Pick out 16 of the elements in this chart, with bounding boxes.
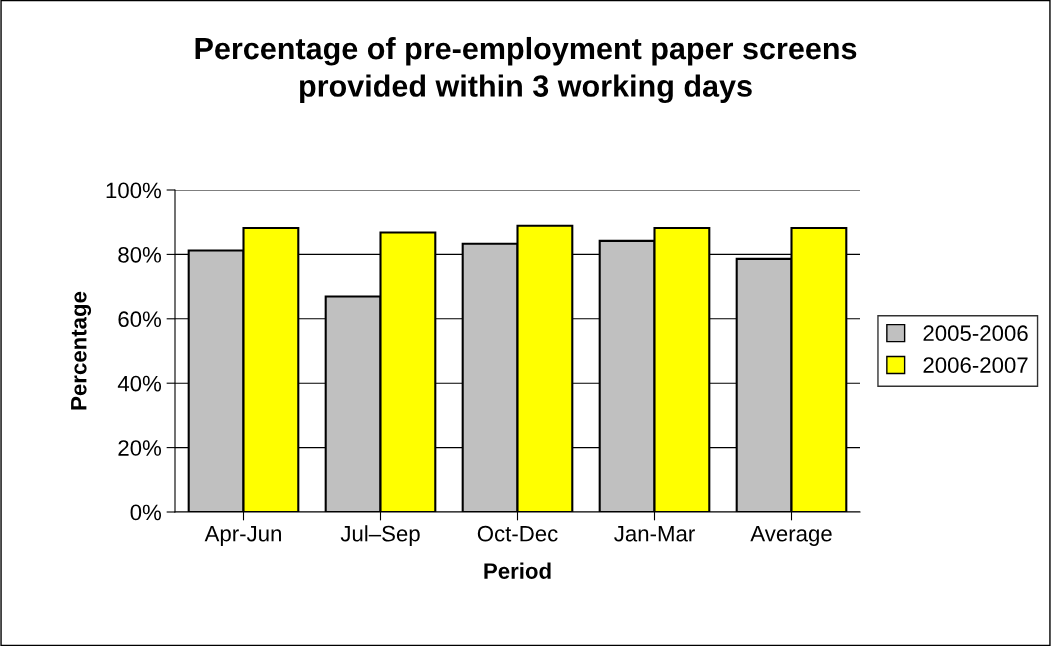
legend-label: 2005-2006 [923, 325, 1028, 342]
y-tick-label: 100% [106, 182, 162, 199]
x-tick-label: Jul–Sep [340, 525, 420, 546]
chart-title: Percentage of pre-employment paper screens provided within 3 working days [195, 36, 857, 104]
y-tick-label: 60% [118, 311, 162, 328]
y-tick-label: 40% [117, 375, 162, 392]
y-tick-label: 80% [118, 246, 162, 263]
y-tick-label: 0% [130, 504, 162, 521]
y-axis-title: Percentage [71, 291, 92, 410]
x-tick-label: Average [750, 526, 832, 546]
legend-label: 2006-2007 [923, 357, 1028, 373]
y-tick-label: 20% [118, 440, 162, 456]
x-tick-label: Jan-Mar [614, 526, 695, 542]
x-tick-label: Oct-Dec [477, 525, 558, 542]
x-tick-label: Apr-Jun [204, 526, 281, 546]
x-axis-title: Period [484, 562, 551, 579]
